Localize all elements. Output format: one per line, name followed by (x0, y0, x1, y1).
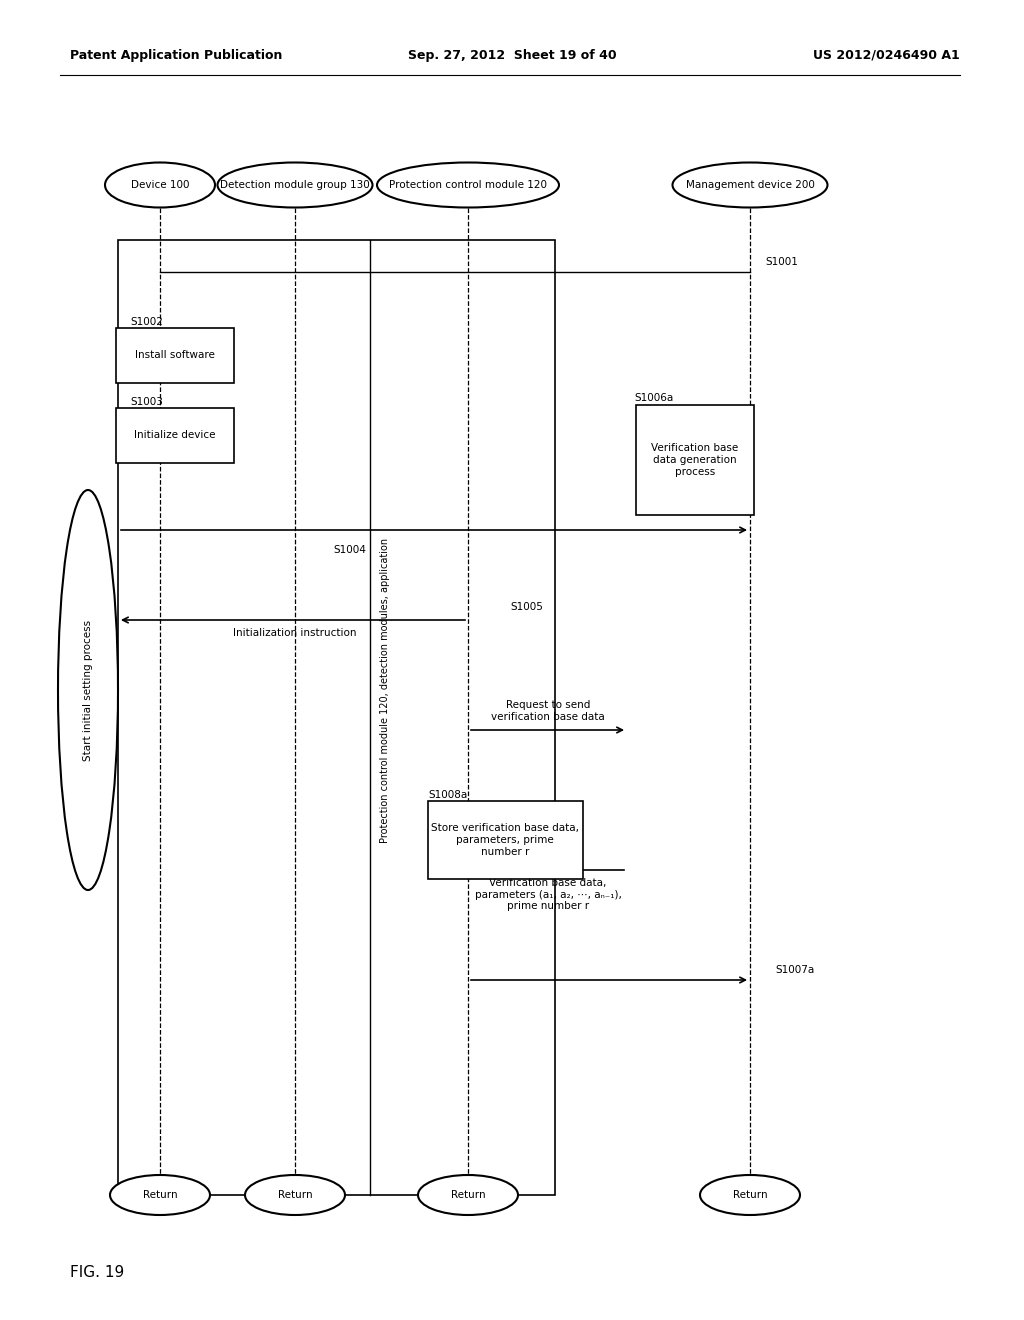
Text: Start initial setting process: Start initial setting process (83, 619, 93, 760)
Text: Verification base data,
parameters (a₁, a₂, ⋯, aₙ₋₁),
prime number r: Verification base data, parameters (a₁, … (474, 878, 622, 911)
Text: Initialize device: Initialize device (134, 430, 216, 440)
Text: Patent Application Publication: Patent Application Publication (70, 49, 283, 62)
FancyBboxPatch shape (427, 801, 583, 879)
Text: Protection control module 120, detection modules, application: Protection control module 120, detection… (380, 537, 390, 842)
Ellipse shape (245, 1175, 345, 1214)
Text: Verification base
data generation
process: Verification base data generation proces… (651, 444, 738, 477)
Ellipse shape (105, 162, 215, 207)
Text: S1004: S1004 (334, 545, 367, 554)
Text: Request to send
verification base data: Request to send verification base data (492, 701, 605, 722)
Text: S1008a: S1008a (428, 789, 467, 800)
Ellipse shape (110, 1175, 210, 1214)
Text: Management device 200: Management device 200 (685, 180, 814, 190)
Text: Install software: Install software (135, 350, 215, 360)
Text: US 2012/0246490 A1: US 2012/0246490 A1 (813, 49, 961, 62)
Text: Return: Return (278, 1191, 312, 1200)
Text: Detection module group 130: Detection module group 130 (220, 180, 370, 190)
Text: S1001: S1001 (765, 257, 798, 267)
Ellipse shape (377, 162, 559, 207)
Text: Device 100: Device 100 (131, 180, 189, 190)
Text: S1005: S1005 (510, 602, 543, 612)
FancyBboxPatch shape (636, 405, 754, 515)
Text: Return: Return (142, 1191, 177, 1200)
Text: Protection control module 120: Protection control module 120 (389, 180, 547, 190)
Text: S1006a: S1006a (634, 393, 673, 403)
Ellipse shape (700, 1175, 800, 1214)
Ellipse shape (58, 490, 118, 890)
Text: Return: Return (733, 1191, 767, 1200)
Text: Store verification base data,
parameters, prime
number r: Store verification base data, parameters… (431, 824, 579, 857)
Ellipse shape (217, 162, 373, 207)
Ellipse shape (673, 162, 827, 207)
Text: S1003: S1003 (130, 397, 163, 407)
FancyBboxPatch shape (116, 408, 234, 462)
Text: Initialization instruction: Initialization instruction (233, 628, 356, 638)
Text: Sep. 27, 2012  Sheet 19 of 40: Sep. 27, 2012 Sheet 19 of 40 (408, 49, 616, 62)
Text: FIG. 19: FIG. 19 (70, 1265, 124, 1280)
FancyBboxPatch shape (116, 327, 234, 383)
Text: Return: Return (451, 1191, 485, 1200)
Ellipse shape (418, 1175, 518, 1214)
Text: S1002: S1002 (130, 317, 163, 327)
Text: S1007a: S1007a (775, 965, 814, 975)
